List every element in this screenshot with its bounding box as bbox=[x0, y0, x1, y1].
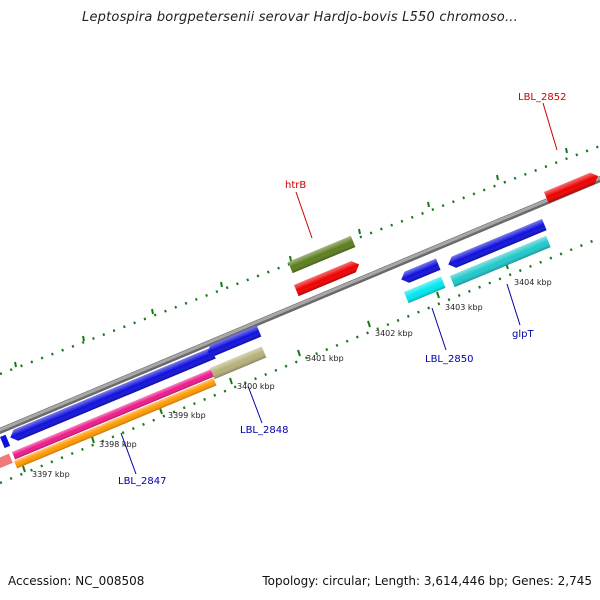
gene-label-glpT[interactable]: glpT bbox=[512, 329, 534, 340]
gene-blue-long-left[interactable] bbox=[8, 347, 216, 443]
gene-label-LBL_2852[interactable]: LBL_2852 bbox=[518, 92, 566, 103]
tick-label: 3400 kbp bbox=[237, 382, 275, 391]
gene-label-LBL_2847[interactable]: LBL_2847 bbox=[118, 476, 166, 487]
gene-blue-right-small[interactable] bbox=[399, 258, 441, 285]
gene-orange[interactable] bbox=[14, 377, 217, 469]
gene-LBL_2852[interactable] bbox=[544, 170, 600, 204]
gene-magenta[interactable] bbox=[12, 368, 217, 460]
tick-label: 3399 kbp bbox=[168, 411, 206, 420]
gene-blue-right-long[interactable] bbox=[446, 219, 547, 270]
gene-htrB-red[interactable] bbox=[294, 259, 361, 297]
gene-htrB[interactable] bbox=[288, 235, 356, 274]
backbone bbox=[0, 176, 600, 432]
inner-dotted-track bbox=[0, 236, 600, 485]
gene-label-LBL_2850[interactable]: LBL_2850 bbox=[425, 354, 473, 365]
gene-blue-short-left[interactable] bbox=[0, 434, 11, 449]
tick-label: 3403 kbp bbox=[445, 303, 483, 312]
tick-label: 3402 kbp bbox=[375, 329, 413, 338]
gene-pink-left[interactable] bbox=[0, 453, 13, 469]
topology-text: Topology: circular; Length: 3,614,446 bp… bbox=[262, 574, 592, 588]
gene-blue-mid[interactable] bbox=[205, 325, 262, 358]
map-title: Leptospira borgpetersenii serovar Hardjo… bbox=[82, 10, 518, 25]
tick-label: 3398 kbp bbox=[99, 440, 137, 449]
accession-text: Accession: NC_008508 bbox=[8, 574, 145, 588]
tick-label: 3397 kbp bbox=[32, 470, 70, 479]
gene-label-LBL_2848[interactable]: LBL_2848 bbox=[240, 425, 288, 436]
gene-label-htrB[interactable]: htrB bbox=[285, 180, 306, 191]
major-ticks bbox=[14, 147, 568, 473]
leader-lines bbox=[120, 102, 558, 475]
gene-LBL_2850[interactable] bbox=[404, 276, 446, 304]
gene-LBL_2848[interactable] bbox=[210, 346, 267, 380]
gene-glpT[interactable] bbox=[450, 236, 551, 288]
tick-label: 3401 kbp bbox=[306, 354, 344, 363]
tick-labels: 3397 kbp 3398 kbp 3399 kbp 3400 kbp 3401… bbox=[32, 278, 552, 479]
tick-label: 3404 kbp bbox=[514, 278, 552, 287]
